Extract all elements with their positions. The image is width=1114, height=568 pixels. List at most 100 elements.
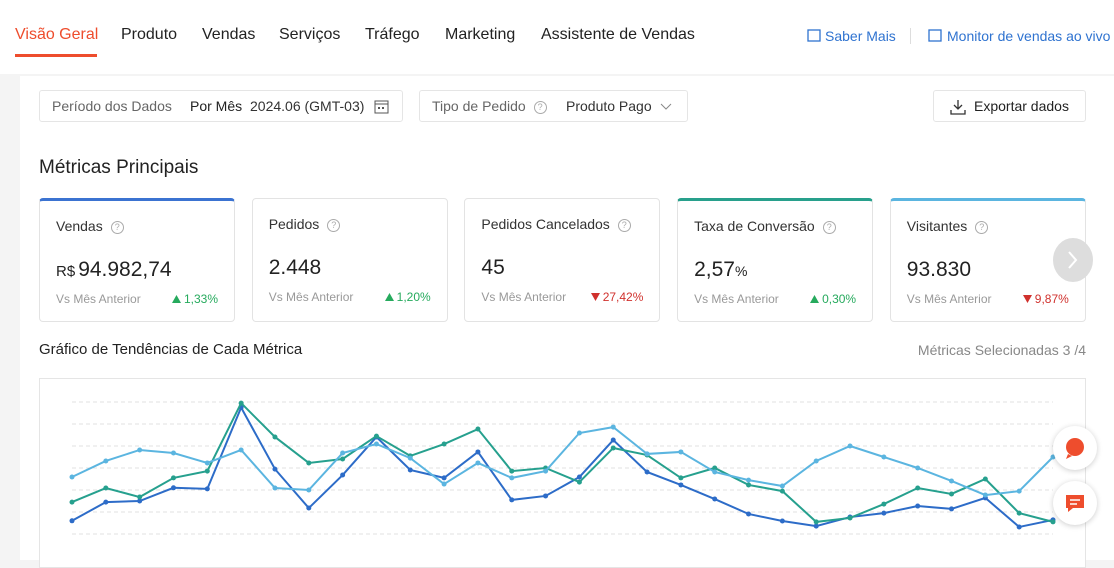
metric-card[interactable]: Pedidos Cancelados? 45 Vs Mês Anterior 27,4… — [464, 198, 661, 322]
point — [949, 478, 955, 484]
compare: Vs Mês Anterior — [56, 292, 141, 306]
point — [949, 491, 955, 497]
point — [340, 472, 346, 478]
arrow — [810, 295, 820, 303]
label: Tipo de Pedido? — [432, 91, 547, 121]
period-filter[interactable]: Período dos Dados Por Mês 2024.06 (GMT-0… — [39, 90, 403, 122]
point — [373, 441, 379, 447]
arrow — [590, 293, 600, 301]
card-title: Taxa de Conversão? — [694, 218, 836, 234]
point — [543, 468, 549, 474]
scroll-right[interactable] — [1053, 238, 1093, 282]
help-icon: ? — [975, 221, 989, 234]
trend-arrow — [171, 295, 181, 303]
point — [847, 443, 853, 449]
point — [712, 465, 718, 471]
metric-card[interactable]: Vendas? R$ 94.982,74 Vs Mês Anterior 1,33% — [39, 198, 235, 322]
label-text: Tipo de Pedido — [432, 98, 526, 114]
point — [949, 506, 955, 512]
point — [306, 460, 312, 466]
series-line — [71, 426, 1054, 497]
point — [644, 451, 650, 457]
compare: Vs Mês Anterior — [694, 292, 779, 306]
series-line — [71, 405, 1054, 529]
tab[interactable]: Assistente de Vendas — [541, 26, 695, 43]
point — [746, 477, 752, 483]
point — [340, 450, 346, 456]
help-icon: ? — [617, 219, 631, 232]
card-value: 93.830 — [907, 258, 971, 282]
point — [69, 499, 75, 505]
point — [137, 447, 143, 453]
tab[interactable]: Marketing — [445, 26, 516, 43]
point — [441, 475, 447, 481]
point — [306, 487, 312, 493]
point — [779, 518, 785, 524]
point — [678, 475, 684, 481]
title-text: Pedidos Cancelados — [481, 216, 610, 232]
label: Exportar dados — [974, 98, 1069, 114]
point — [610, 424, 616, 430]
help-icon: ? — [822, 221, 836, 234]
point — [170, 450, 176, 456]
change: 27,42% — [590, 290, 643, 304]
trend-arrow — [590, 293, 600, 301]
arrow — [384, 293, 394, 301]
tab[interactable]: Visão Geral — [15, 26, 99, 43]
point — [746, 511, 752, 517]
tab[interactable]: Serviços — [279, 26, 341, 43]
point — [238, 447, 244, 453]
value: 2024.06 (GMT-03) — [250, 98, 365, 114]
link-icon — [807, 29, 821, 42]
point — [137, 494, 143, 500]
arrow — [1068, 251, 1078, 269]
value: Produto Pago — [566, 98, 652, 114]
point — [576, 430, 582, 436]
point — [1016, 524, 1022, 530]
chevron — [660, 103, 672, 110]
nav-link[interactable]: Monitor de vendas ao vivo — [947, 28, 1111, 44]
chat-button[interactable] — [1053, 481, 1097, 525]
point — [103, 485, 109, 491]
point — [915, 503, 921, 509]
help-icon: ? — [110, 221, 124, 234]
point — [475, 460, 481, 466]
tab[interactable]: Tráfego — [365, 26, 420, 43]
card-title: Visitantes? — [906, 218, 989, 234]
card-title: Vendas? — [56, 218, 124, 234]
tab[interactable]: Produto — [121, 26, 178, 43]
card-value: 2.448 — [269, 256, 322, 280]
label: Período dos Dados — [52, 98, 172, 114]
value: 45 — [481, 256, 505, 279]
arrow — [1022, 295, 1032, 303]
card-title: Pedidos Cancelados? — [481, 216, 631, 232]
export-button[interactable]: Exportar dados — [933, 90, 1086, 122]
metric-card[interactable]: Pedidos? 2.448 Vs Mês Anterior 1,20% — [251, 198, 448, 322]
point — [915, 485, 921, 491]
title-text: Pedidos — [268, 216, 320, 232]
point — [69, 518, 75, 524]
point — [779, 488, 785, 494]
point — [272, 466, 278, 472]
point — [238, 400, 244, 406]
order-filter[interactable]: Tipo de Pedido? Produto Pago — [419, 90, 688, 122]
mode: Por Mês — [190, 98, 243, 114]
download-icon — [950, 100, 966, 115]
trend-arrow — [810, 295, 820, 303]
card-value: 45 — [481, 256, 504, 280]
title-text: Visitantes — [906, 218, 968, 234]
trend-title: Gráfico de Tendências de Cada Métrica — [39, 341, 303, 358]
point — [712, 496, 718, 502]
value: 2,57 — [694, 258, 735, 281]
nav-link[interactable]: Saber Mais — [825, 28, 896, 44]
tab[interactable]: Vendas — [202, 26, 256, 43]
unit: % — [734, 263, 748, 279]
help-button[interactable] — [1053, 426, 1097, 470]
metric-card[interactable]: Taxa de Conversão? 2,57% Vs Mês Anterior 0,… — [677, 198, 874, 322]
card-value: R$ 94.982,74 — [56, 258, 172, 282]
point — [373, 433, 379, 439]
selected-count: Métricas Selecionadas 3 /4 — [917, 342, 1086, 358]
change-value: 1,33% — [183, 292, 218, 306]
point — [441, 441, 447, 447]
